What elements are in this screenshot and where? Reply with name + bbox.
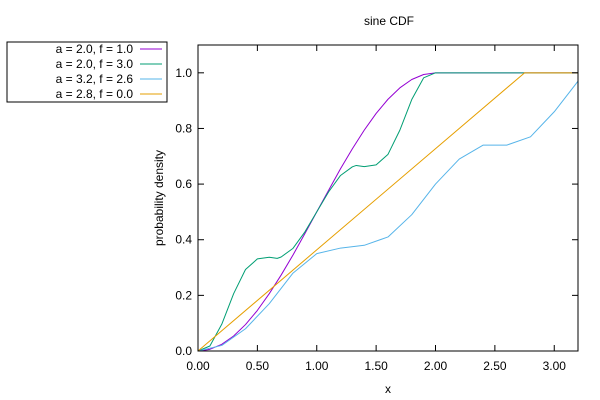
legend-label-3: a = 3.2, f = 2.6 — [56, 72, 134, 86]
plot-frame — [197, 44, 579, 352]
legend-label-2: a = 2.0, f = 3.0 — [56, 57, 134, 71]
x-tick-label-2-50: 2.50 — [483, 359, 507, 373]
y-tick-label-0-0: 0.0 — [175, 344, 192, 358]
y-axis-title: probability density — [152, 150, 166, 246]
y-tick-label-0-4: 0.4 — [175, 233, 192, 247]
y-axis-ticks: 0.0 0.2 0.4 0.6 0.8 1.0 — [175, 66, 578, 358]
legend-label-1: a = 2.0, f = 1.0 — [56, 42, 134, 56]
y-tick-label-0-6: 0.6 — [175, 177, 192, 191]
legend: a = 2.0, f = 1.0a = 2.0, f = 3.0a = 3.2,… — [6, 41, 168, 103]
x-tick-label-2-00: 2.00 — [424, 359, 448, 373]
x-tick-label-1-00: 1.00 — [305, 359, 329, 373]
series-line-1 — [197, 72, 579, 352]
x-axis-title: x — [385, 382, 391, 396]
y-tick-label-0-8: 0.8 — [175, 121, 192, 135]
series-line-3 — [197, 80, 579, 352]
series-line-4 — [197, 72, 579, 352]
legend-box — [6, 41, 168, 103]
x-axis-ticks: 0.00 0.50 1.00 1.50 2.00 2.50 3.00 — [186, 45, 566, 373]
series-line-2 — [197, 72, 579, 352]
y-tick-label-0-2: 0.2 — [175, 288, 192, 302]
legend-label-4: a = 2.8, f = 0.0 — [56, 87, 134, 101]
x-tick-label-1-50: 1.50 — [364, 359, 388, 373]
plot-series — [197, 72, 579, 352]
x-tick-label-0-50: 0.50 — [246, 359, 270, 373]
y-tick-label-1-0: 1.0 — [175, 66, 192, 80]
x-tick-label-3-00: 3.00 — [543, 359, 567, 373]
x-tick-label-0-00: 0.00 — [186, 359, 210, 373]
chart-title: sine CDF — [364, 14, 414, 28]
